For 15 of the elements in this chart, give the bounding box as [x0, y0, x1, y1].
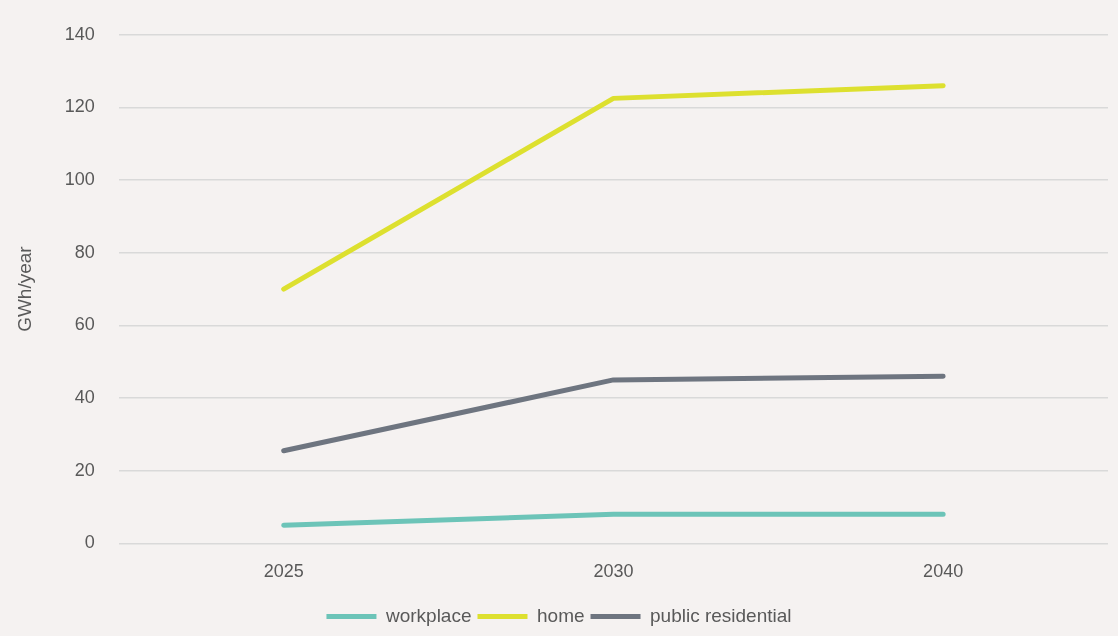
- legend-label: home: [536, 604, 585, 626]
- y-tick-label: 120: [64, 96, 95, 117]
- x-tick-label: 2040: [923, 561, 964, 582]
- x-tick-label: 2030: [593, 561, 634, 582]
- y-tick-label: 40: [74, 387, 95, 408]
- legend-label: public residential: [650, 604, 792, 626]
- y-tick-label: 140: [64, 23, 95, 44]
- y-tick-label: 20: [74, 459, 95, 480]
- y-tick-label: 0: [84, 532, 95, 553]
- legend-label: workplace: [384, 604, 472, 626]
- y-axis-title: GWh/year: [13, 245, 35, 332]
- x-tick-label: 2025: [263, 561, 304, 582]
- y-tick-label: 80: [74, 241, 95, 262]
- y-tick-label: 100: [64, 169, 95, 190]
- y-tick-label: 60: [74, 314, 95, 335]
